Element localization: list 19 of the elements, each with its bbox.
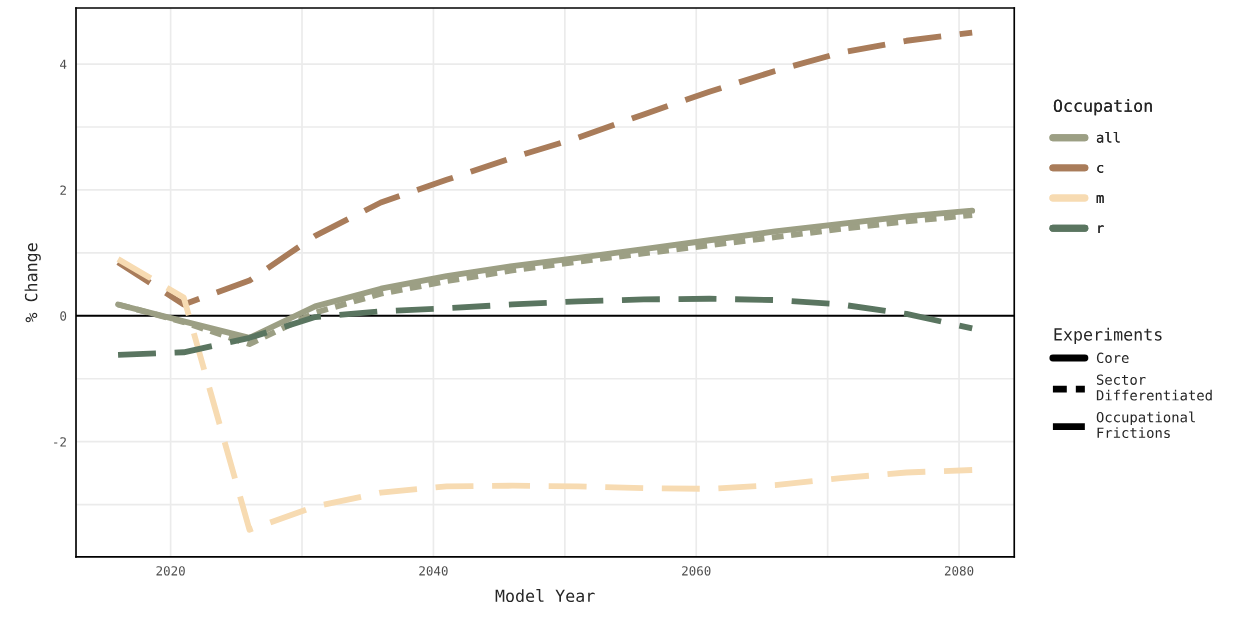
y-axis-title: % Change: [24, 243, 41, 323]
x-tick-label: 2060: [682, 566, 711, 576]
text: Sector Differentiated: [1096, 374, 1212, 401]
y-tick-label: -2: [54, 437, 66, 447]
legend-label: r: [1098, 225, 1104, 234]
text: Core: [1096, 352, 1129, 364]
x-axis-title: Model Year: [495, 589, 595, 603]
x-tick-label: 2020: [156, 566, 185, 576]
text: Experiments: [1054, 327, 1162, 344]
legend-label: m: [1096, 195, 1104, 203]
text: Occupation: [1053, 99, 1152, 116]
x-tick-label: 2040: [419, 566, 448, 576]
legend-label: all: [1096, 131, 1120, 143]
y-tick-label: 0: [60, 311, 67, 321]
legend-label: c: [1097, 164, 1104, 173]
x-tick-label: 2080: [944, 566, 974, 576]
y-tick-label: 4: [60, 59, 67, 69]
y-tick-label: 2: [60, 185, 66, 195]
text: Occupational Frictions: [1096, 411, 1195, 439]
